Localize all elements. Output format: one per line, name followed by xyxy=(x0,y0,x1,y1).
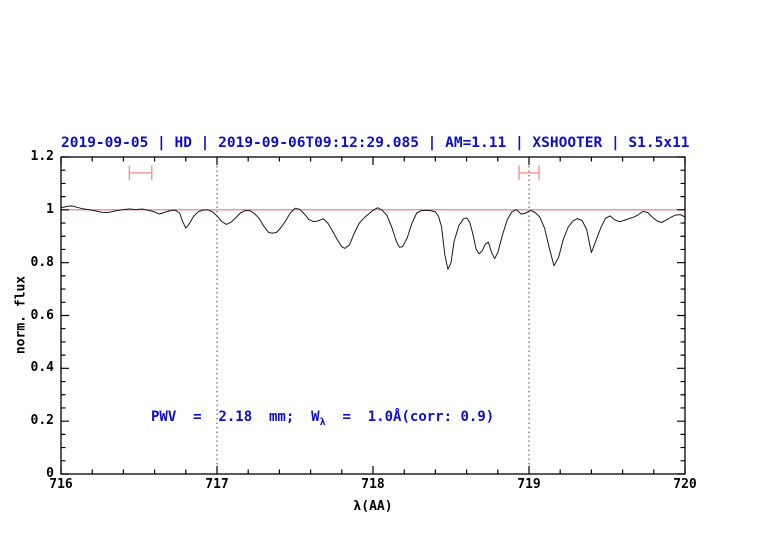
plot-title: 2019-09-05 | HD | 2019-09-06T09:12:29.08… xyxy=(61,135,690,151)
y-tick-label: 0.6 xyxy=(30,307,54,323)
x-tick-label: 717 xyxy=(205,477,229,492)
telluric-region-marker xyxy=(128,165,153,181)
axis-ticks xyxy=(60,156,686,475)
x-tick-label: 716 xyxy=(49,477,73,492)
y-tick-label: 1.2 xyxy=(30,149,54,164)
y-tick-label: 0 xyxy=(46,466,54,481)
x-axis-label: λ(AA) xyxy=(353,499,393,514)
pwv-annotation: PWV = 2.18 mm; Wλ = 1.0Å(corr: 0.9) xyxy=(151,409,494,428)
annotation-lambda-subscript: λ xyxy=(319,416,326,428)
telluric-region-marker xyxy=(518,165,540,181)
spectrum-curve xyxy=(60,205,686,270)
y-tick-label: 0.8 xyxy=(30,254,54,270)
y-tick-label: 1 xyxy=(46,201,54,217)
x-tick-label: 719 xyxy=(517,477,541,492)
x-tick-label: 718 xyxy=(361,477,385,492)
pwv-annotation-text: PWV = 2.18 mm; W xyxy=(151,409,320,425)
x-tick-label: 720 xyxy=(673,477,697,492)
y-tick-label: 0.4 xyxy=(30,360,54,376)
pwv-annotation-text2: = 1.0Å(corr: 0.9) xyxy=(325,409,495,425)
y-tick-label: 0.2 xyxy=(30,413,54,429)
